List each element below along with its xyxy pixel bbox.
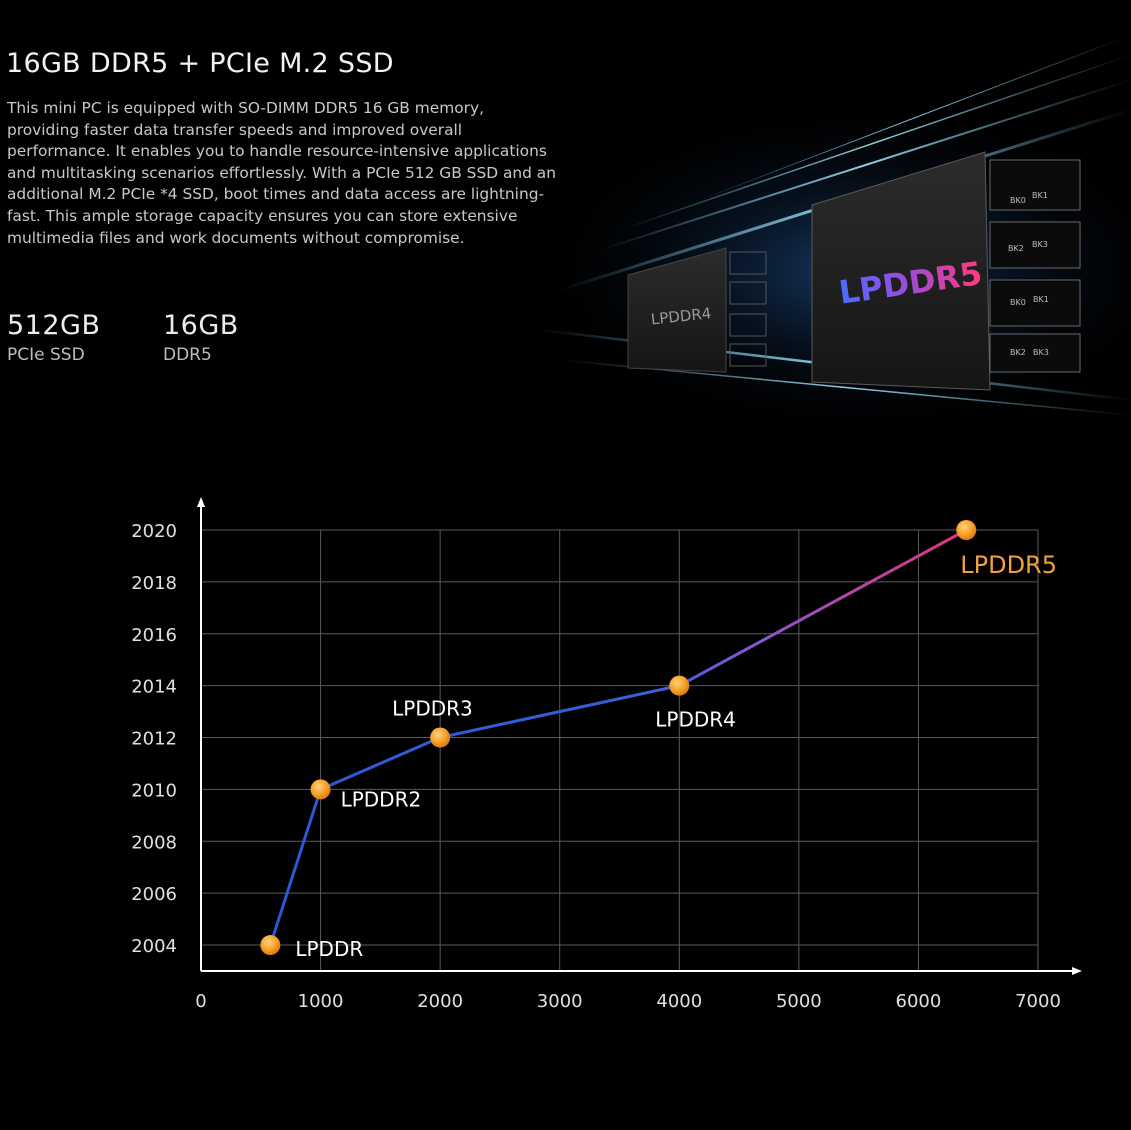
y-tick-label: 2012 xyxy=(131,729,177,750)
point-label-lpddr: LPDDR xyxy=(295,937,363,961)
x-axis-arrow xyxy=(1072,967,1082,975)
lpddr4-chip: LPDDR4 xyxy=(627,247,767,373)
y-tick-label: 2006 xyxy=(131,884,177,905)
y-axis-arrow xyxy=(197,497,205,507)
stat-ram-label: DDR5 xyxy=(163,345,212,365)
point-label-lpddr5: LPDDR5 xyxy=(960,551,1057,579)
bank-label: BK0 xyxy=(1010,298,1026,307)
axes xyxy=(197,497,1082,975)
memory-chips-illustration: LPDDR4 LPDDR5 BK0 BK1 BK2 BK3 xyxy=(530,34,1131,440)
bank-label: BK2 xyxy=(1010,348,1026,357)
data-point-lpddr2 xyxy=(310,779,331,800)
y-tick-label: 2016 xyxy=(131,625,177,646)
page-title: 16GB DDR5 + PCIe M.2 SSD xyxy=(6,48,394,79)
point-label-lpddr2: LPDDR2 xyxy=(341,787,422,811)
bank-label: BK0 xyxy=(1010,196,1026,205)
bank-label: BK1 xyxy=(1032,191,1048,200)
x-tick-label: 3000 xyxy=(537,991,583,1012)
tick-labels: 0 1000 2000 3000 4000 5000 6000 7000 2004 2006 200… xyxy=(131,521,1061,1012)
series-line xyxy=(268,528,968,947)
stat-ram-value: 16GB xyxy=(163,310,239,341)
stat-ssd: 512GB PCIe SSD xyxy=(7,310,100,365)
x-tick-label: 4000 xyxy=(656,991,702,1012)
y-tick-label: 2020 xyxy=(131,521,177,542)
lpddr5-chip: LPDDR5 BK0 BK1 BK2 BK3 BK0 BK1 BK2 BK3 xyxy=(811,151,1081,391)
x-tick-label: 1000 xyxy=(298,991,344,1012)
x-tick-label: 7000 xyxy=(1015,991,1061,1012)
series-segment xyxy=(677,528,968,688)
y-tick-label: 2008 xyxy=(131,832,177,853)
y-tick-label: 2014 xyxy=(131,677,177,698)
data-point-lpddr4 xyxy=(669,675,690,696)
stat-ram: 16GB DDR5 xyxy=(163,310,239,365)
data-point-lpddr5 xyxy=(956,520,977,540)
stat-ssd-value: 512GB xyxy=(7,310,101,341)
y-tick-label: 2010 xyxy=(131,780,177,801)
x-tick-label: 6000 xyxy=(896,991,942,1012)
data-point-lpddr3 xyxy=(430,727,451,748)
y-tick-label: 2004 xyxy=(131,936,177,957)
lpddr-timeline-chart: 0 1000 2000 3000 4000 5000 6000 7000 2004 2006 200… xyxy=(131,497,1082,1012)
product-description: This mini PC is equipped with SO-DIMM DD… xyxy=(7,99,556,247)
memory-bank-grid: BK0 BK1 BK2 BK3 BK0 BK1 BK2 BK3 xyxy=(989,159,1081,373)
hero-section: LPDDR4 LPDDR5 BK0 BK1 BK2 BK3 xyxy=(0,0,1131,440)
data-points xyxy=(260,520,977,956)
point-labels: LPDDR LPDDR2 LPDDR3 LPDDR4 LPDDR5 xyxy=(295,551,1057,961)
point-label-lpddr4: LPDDR4 xyxy=(655,708,736,732)
bank-label: BK3 xyxy=(1032,240,1048,249)
y-tick-label: 2018 xyxy=(131,573,177,594)
series-segment xyxy=(268,787,323,947)
x-tick-label: 5000 xyxy=(776,991,822,1012)
stat-ssd-label: PCIe SSD xyxy=(7,345,85,365)
grid xyxy=(201,529,1039,971)
bank-label: BK1 xyxy=(1033,295,1049,304)
series-segment xyxy=(438,684,681,740)
bank-label: BK2 xyxy=(1008,244,1024,253)
x-tick-label: 2000 xyxy=(417,991,463,1012)
data-point-lpddr xyxy=(260,935,281,956)
point-label-lpddr3: LPDDR3 xyxy=(392,697,473,721)
bank-label: BK3 xyxy=(1033,348,1049,357)
series-segment xyxy=(319,736,442,791)
x-tick-label: 0 xyxy=(195,991,206,1012)
